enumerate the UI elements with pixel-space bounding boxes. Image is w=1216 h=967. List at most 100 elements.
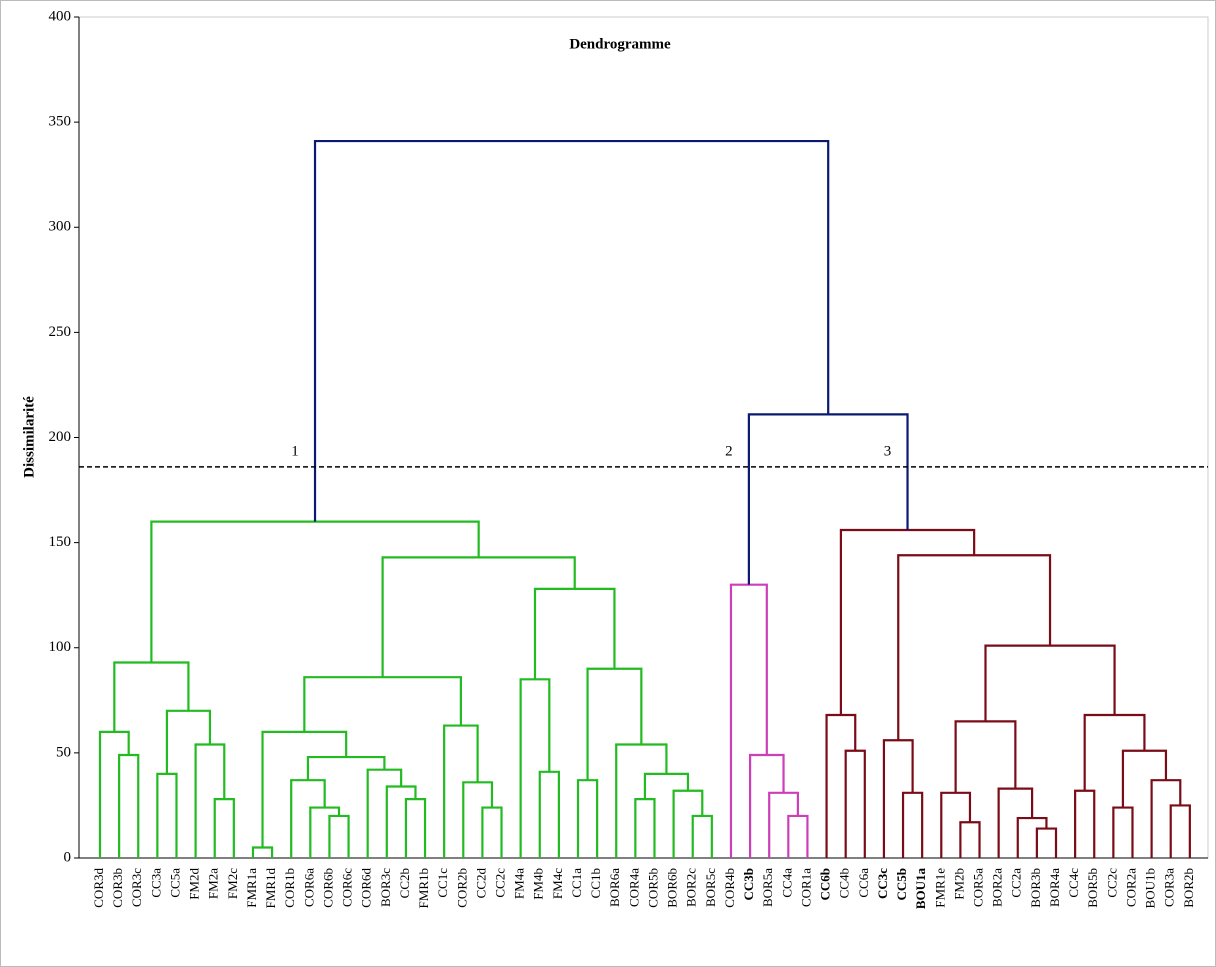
dendrogram-link <box>328 814 350 858</box>
leaf-label: COR3d <box>91 868 106 908</box>
leaf-label: COR6d <box>359 868 374 908</box>
leaf-label: FM4b <box>531 868 546 900</box>
leaf-label: BOR6b <box>665 868 680 908</box>
leaf-label: FMR1e <box>932 868 947 908</box>
leaf-label: CC3c <box>875 868 890 899</box>
cut-label: 1 <box>291 443 299 459</box>
leaf-label: CC2b <box>397 868 412 898</box>
leaf-label: BOR2a <box>990 868 1005 907</box>
dendrogram-link <box>940 791 972 858</box>
dendrogram-link <box>481 806 503 858</box>
leaf-label: BOR2b <box>1181 868 1196 908</box>
dendrogram-link <box>959 821 981 858</box>
dendrogram-link <box>385 785 417 858</box>
dendrogram-link <box>768 791 799 858</box>
dendrogram-link <box>261 730 348 848</box>
leaf-label: CC2d <box>473 868 488 899</box>
dendrogram-link <box>1169 804 1191 858</box>
leaf-label: FM4c <box>550 868 565 899</box>
leaf-label: CC2c <box>493 868 508 898</box>
y-tick-label: 200 <box>49 429 72 445</box>
dendrogram-link <box>194 743 226 858</box>
leaf-label: FM2c <box>225 868 240 899</box>
leaf-label: BOU1b <box>1143 868 1158 908</box>
leaf-label: COR3b <box>110 868 125 908</box>
leaf-label: FM2a <box>206 868 221 899</box>
dendrogram-link <box>691 814 713 858</box>
dendrogram-link <box>519 678 551 858</box>
leaf-label: BOR3b <box>1028 868 1043 908</box>
dendrogram-link <box>165 709 212 774</box>
dendrogram-link <box>404 798 427 858</box>
leaf-label: COR2b <box>454 868 469 908</box>
cut-label: 2 <box>725 443 733 459</box>
dendrogram-link <box>462 781 494 858</box>
leaf-label: CC5b <box>894 868 909 901</box>
y-tick-label: 150 <box>49 534 72 550</box>
dendrogram-link <box>901 791 924 858</box>
dendrogram-link <box>1150 779 1182 858</box>
leaf-label: CC4c <box>1066 868 1081 898</box>
y-tick-label: 0 <box>64 849 72 865</box>
leaf-label: CC6b <box>818 868 833 901</box>
y-tick-label: 350 <box>49 114 72 130</box>
dendrogram-link <box>747 413 909 585</box>
dendrogram-link <box>366 768 403 858</box>
dendrogram-link <box>825 713 857 858</box>
plot-area <box>78 16 1209 859</box>
y-tick-label: 400 <box>49 8 72 24</box>
y-axis-label: Dissimilarité <box>21 396 37 478</box>
dendrogram-link <box>615 743 668 858</box>
y-tick-label: 50 <box>56 744 71 760</box>
leaf-label: COR5a <box>971 868 986 907</box>
dendrogram-link <box>313 139 830 522</box>
dendrogram-link <box>150 520 480 663</box>
leaf-label: BOR2c <box>684 868 699 907</box>
dendrogram-link <box>1083 713 1146 791</box>
leaf-label: FMR1a <box>244 868 259 908</box>
dendrogram-link <box>251 846 274 858</box>
leaf-label: BOR5c <box>703 868 718 907</box>
dendrogram-link <box>954 720 1017 793</box>
dendrogram-link <box>533 587 616 680</box>
y-tick-label: 300 <box>49 219 72 235</box>
leaf-label: FMR1b <box>416 868 431 908</box>
leaf-label: CC4a <box>779 868 794 898</box>
leaf-label: COR4b <box>722 868 737 908</box>
dendrogram-link <box>213 798 235 858</box>
leaf-label: BOR3c <box>378 868 393 907</box>
leaf-label: COR6c <box>340 868 355 907</box>
leaf-label: CC1c <box>435 868 450 898</box>
dendrogram-link <box>839 528 976 716</box>
leaf-label: FM2d <box>187 868 202 900</box>
leaf-label: FM2b <box>951 868 966 900</box>
leaf-label: CC1b <box>588 868 603 898</box>
dendrogram-link <box>897 554 1052 741</box>
dendrogram-link <box>303 676 462 732</box>
dendrogram-link <box>729 583 768 858</box>
y-tick-label: 100 <box>49 639 72 655</box>
leaf-label: COR3a <box>1162 868 1177 907</box>
leaf-label: COR2a <box>1123 868 1138 907</box>
dendrogram-link <box>634 798 656 858</box>
chart-title: Dendrogramme <box>569 36 671 52</box>
dendrogram-link <box>1016 816 1048 858</box>
dendrogram-link <box>113 661 190 732</box>
leaf-label: CC1a <box>569 868 584 898</box>
dendrogram-link <box>1112 806 1134 858</box>
dendrogram-link <box>844 749 866 858</box>
leaf-label: CC6a <box>856 868 871 898</box>
leaf-label: FMR1d <box>263 868 278 909</box>
leaf-label: BOR5a <box>760 868 775 907</box>
dendrogram-link <box>1121 749 1168 808</box>
leaf-label: BOU1a <box>913 868 928 910</box>
leaf-label: CC2a <box>1009 868 1024 898</box>
dendrogram-link <box>1074 789 1096 858</box>
leaf-label: COR3c <box>129 868 144 907</box>
leaf-label: CC4b <box>837 868 852 898</box>
leaf-label: CC2c <box>1104 868 1119 898</box>
y-tick-label: 250 <box>49 324 72 340</box>
leaf-label: COR1a <box>798 868 813 907</box>
